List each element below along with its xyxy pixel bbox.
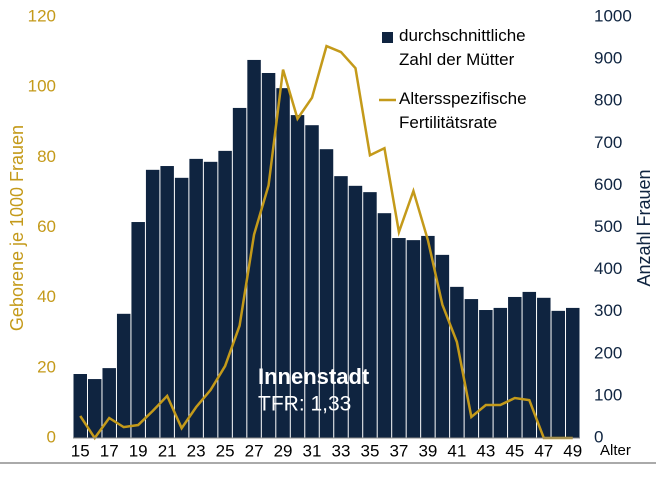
bar — [102, 368, 116, 438]
legend-swatch — [382, 32, 393, 43]
x-tick-label: 17 — [100, 441, 119, 460]
x-tick-label: 49 — [563, 441, 582, 460]
bar — [537, 297, 551, 438]
y2-tick-label: 500 — [594, 217, 622, 236]
x-tick-label: 29 — [274, 441, 293, 460]
bar — [218, 150, 232, 439]
y-tick-label: 40 — [37, 287, 56, 306]
bar — [232, 107, 247, 438]
y2-tick-label: 600 — [594, 175, 622, 194]
bar — [305, 125, 319, 439]
bar — [406, 240, 421, 438]
y2-tick-label: 100 — [594, 385, 622, 404]
bar — [203, 161, 218, 438]
x-axis-label: Alter — [600, 442, 631, 459]
x-tick-label: 27 — [245, 441, 264, 460]
y-tick-label: 120 — [28, 6, 56, 25]
bar — [392, 238, 406, 438]
legend-label: durchschnittliche Zahl der Mütter — [399, 26, 526, 69]
bar — [435, 254, 450, 438]
bar — [450, 286, 464, 438]
bar — [189, 158, 203, 438]
y2-tick-label: 300 — [594, 301, 622, 320]
bar — [290, 115, 305, 438]
x-tick-label: 43 — [476, 441, 495, 460]
y2-tick-label: 200 — [594, 343, 622, 362]
bar — [493, 307, 508, 438]
bar — [87, 379, 102, 438]
x-tick-label: 37 — [389, 441, 408, 460]
x-tick-label: 45 — [505, 441, 524, 460]
x-tick-label: 25 — [216, 441, 235, 460]
x-tick-label: 35 — [360, 441, 379, 460]
x-tick-label: 19 — [129, 441, 148, 460]
legend-label: Altersspezifische Fertilitätsrate — [399, 89, 527, 132]
bar — [551, 310, 566, 438]
y2-tick-label: 900 — [594, 49, 622, 68]
y2-tick-label: 1000 — [594, 6, 632, 25]
x-tick-label: 47 — [534, 441, 553, 460]
y-tick-label: 100 — [28, 77, 56, 96]
bar — [508, 296, 522, 438]
annotation-tfr: TFR: 1,33 — [258, 393, 351, 416]
y-tick-label: 80 — [37, 147, 56, 166]
y2-axis-label: Anzahl Frauen — [634, 169, 654, 286]
y-axis-label: Geborene je 1000 Frauen — [7, 125, 27, 331]
x-tick-label: 33 — [332, 441, 351, 460]
annotation-title: Innenstadt — [258, 364, 370, 389]
bar — [421, 235, 435, 438]
bar — [522, 291, 537, 438]
bar — [334, 176, 348, 438]
bar — [116, 313, 131, 438]
bar — [479, 310, 493, 438]
bar — [73, 374, 87, 438]
bar — [247, 59, 261, 438]
y2-tick-label: 0 — [594, 427, 603, 446]
x-tick-label: 21 — [158, 441, 177, 460]
x-tick-label: 41 — [447, 441, 466, 460]
x-tick-label: 39 — [418, 441, 437, 460]
x-tick-label: 31 — [303, 441, 322, 460]
bar — [131, 222, 145, 438]
x-tick-label: 15 — [71, 441, 90, 460]
bar — [160, 166, 174, 438]
line — [79, 44, 573, 441]
y2-tick-label: 400 — [594, 259, 622, 278]
bar — [566, 307, 580, 438]
y2-tick-label: 800 — [594, 91, 622, 110]
y-tick-label: 20 — [37, 357, 56, 376]
bar — [276, 88, 290, 439]
x-tick-label: 23 — [187, 441, 206, 460]
y-tick-label: 60 — [37, 217, 56, 236]
bar — [174, 177, 189, 438]
bar — [145, 169, 160, 438]
bar — [377, 213, 392, 438]
y-tick-label: 0 — [47, 427, 56, 446]
bar — [363, 192, 377, 438]
y2-tick-label: 700 — [594, 133, 622, 152]
bar — [348, 185, 363, 438]
bar — [319, 149, 334, 438]
